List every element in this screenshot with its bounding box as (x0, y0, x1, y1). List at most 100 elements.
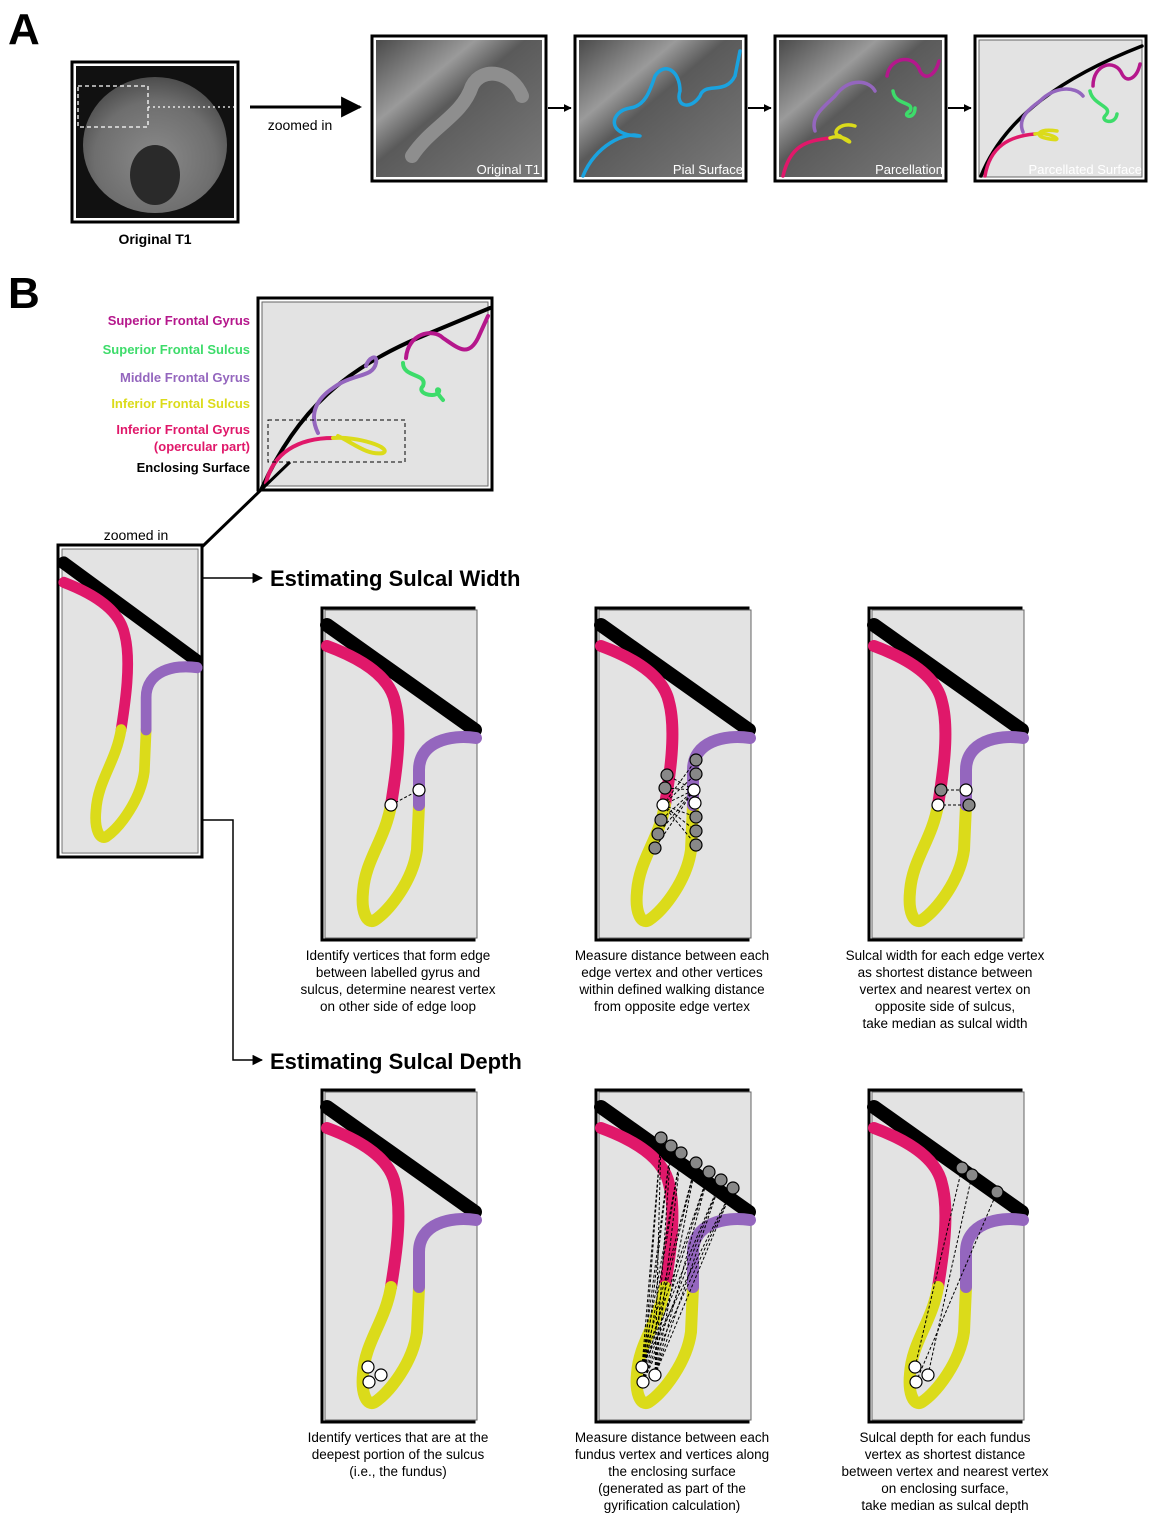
vertex (649, 842, 661, 854)
sulcus (872, 1092, 1024, 1420)
step-panel (322, 1090, 477, 1422)
caption-line: between labelled gyrus and (316, 965, 480, 980)
vertex (715, 1174, 727, 1186)
sulcus (325, 610, 477, 938)
caption-line: gyrification calculation) (604, 1498, 741, 1513)
caption-line: as shortest distance between (858, 965, 1033, 980)
sulcus-drawing (325, 1092, 477, 1420)
sulcus-drawing (599, 1092, 751, 1420)
vertex (657, 799, 669, 811)
vertex (963, 799, 975, 811)
caption-line: the enclosing surface (608, 1464, 736, 1479)
vertex (363, 1376, 375, 1388)
caption-line: on enclosing surface, (881, 1481, 1009, 1496)
zoom-panels (775, 36, 946, 181)
vertex (375, 1369, 387, 1381)
caption-line: Sulcal width for each edge vertex (846, 948, 1045, 963)
vertex (649, 1369, 661, 1381)
section-title: Estimating Sulcal Width (270, 566, 520, 591)
caption-line: Measure distance between each (575, 1430, 769, 1445)
zoom-panels (779, 40, 942, 177)
vertex (637, 1376, 649, 1388)
zoom-panels (372, 36, 546, 181)
vertex (661, 769, 673, 781)
vertex (636, 1361, 648, 1373)
caption-line: fundus vertex and vertices along (575, 1447, 769, 1462)
section-title: Estimating Sulcal Depth (270, 1049, 522, 1074)
zoom-label: zoomed in (104, 527, 169, 543)
legend-entry: (opercular part) (154, 439, 250, 454)
overview-panel (258, 298, 492, 490)
sulcus (872, 610, 1024, 938)
caption-line: within defined walking distance (578, 982, 764, 997)
sulcus (325, 1092, 477, 1420)
caption-line: Measure distance between each (575, 948, 769, 963)
vertex (655, 1132, 667, 1144)
vertex (659, 782, 671, 794)
zoomed-panel (58, 545, 202, 857)
step-panel (596, 608, 751, 940)
sulcus-drawing (872, 1092, 1024, 1420)
caption-line: (i.e., the fundus) (349, 1464, 447, 1479)
panel-caption: Original T1 (477, 162, 540, 177)
caption-line: deepest portion of the sulcus (312, 1447, 485, 1462)
zoom-panels (975, 36, 1146, 181)
caption-line: from opposite edge vertex (594, 999, 750, 1014)
vertex (690, 1157, 702, 1169)
step-panel (322, 608, 477, 940)
zoom-panels (575, 36, 746, 181)
zoom-panels (979, 40, 1142, 177)
legend-entry: Inferior Frontal Gyrus (116, 422, 250, 437)
vertex (689, 797, 701, 809)
caption-line: opposite side of sulcus, (875, 999, 1015, 1014)
vertex (690, 768, 702, 780)
vertex (688, 784, 700, 796)
panel-caption: Parcellated Surface (1029, 162, 1142, 177)
step-panel (596, 1090, 751, 1422)
vertex (727, 1182, 739, 1194)
vertex (362, 1361, 374, 1373)
zoom-panels (579, 40, 742, 177)
vertex (910, 1376, 922, 1388)
caption-line: (generated as part of the (598, 1481, 746, 1496)
vertex (690, 811, 702, 823)
vertex (991, 1186, 1003, 1198)
caption-line: vertex as shortest distance (865, 1447, 1026, 1462)
arrow-label: zoomed in (268, 117, 333, 133)
thumbnail (130, 145, 180, 205)
vertex (932, 799, 944, 811)
legend-entry: Inferior Frontal Sulcus (111, 396, 250, 411)
overview-panel (262, 302, 488, 486)
zoom-panels: Original T1 Pial Surface Parcellation Parce… (372, 36, 1146, 181)
legend-entry: Enclosing Surface (137, 460, 250, 475)
legend: Superior Frontal Gyrus Superior Frontal S… (103, 313, 250, 475)
vertex (385, 799, 397, 811)
vertex (922, 1369, 934, 1381)
panel-label: A (8, 5, 40, 54)
step-panel (869, 1090, 1024, 1422)
panel-caption: Pial Surface (673, 162, 743, 177)
caption-line: take median as sulcal depth (861, 1498, 1028, 1513)
caption-line: vertex and nearest vertex on (859, 982, 1030, 997)
vertex (690, 825, 702, 837)
vertex (690, 839, 702, 851)
vertex (909, 1361, 921, 1373)
vertex (413, 784, 425, 796)
step-panel (869, 608, 1024, 940)
legend-entry: Superior Frontal Gyrus (108, 313, 250, 328)
connector-arrows (203, 578, 262, 1060)
caption-line: on other side of edge loop (320, 999, 476, 1014)
panel-caption: Parcellation (875, 162, 943, 177)
zoomed-panel (62, 549, 198, 853)
legend-entry: Superior Frontal Sulcus (103, 342, 250, 357)
thumbnail (72, 62, 238, 222)
vertex (703, 1166, 715, 1178)
vertex (966, 1169, 978, 1181)
caption-line: between vertex and nearest vertex (841, 1464, 1048, 1479)
sulcus-drawing (872, 610, 1024, 938)
caption-line: Sulcal depth for each fundus (859, 1430, 1030, 1445)
vertex (652, 828, 664, 840)
vertex (935, 784, 947, 796)
panel-label: B (8, 269, 40, 318)
legend-entry: Middle Frontal Gyrus (120, 370, 250, 385)
